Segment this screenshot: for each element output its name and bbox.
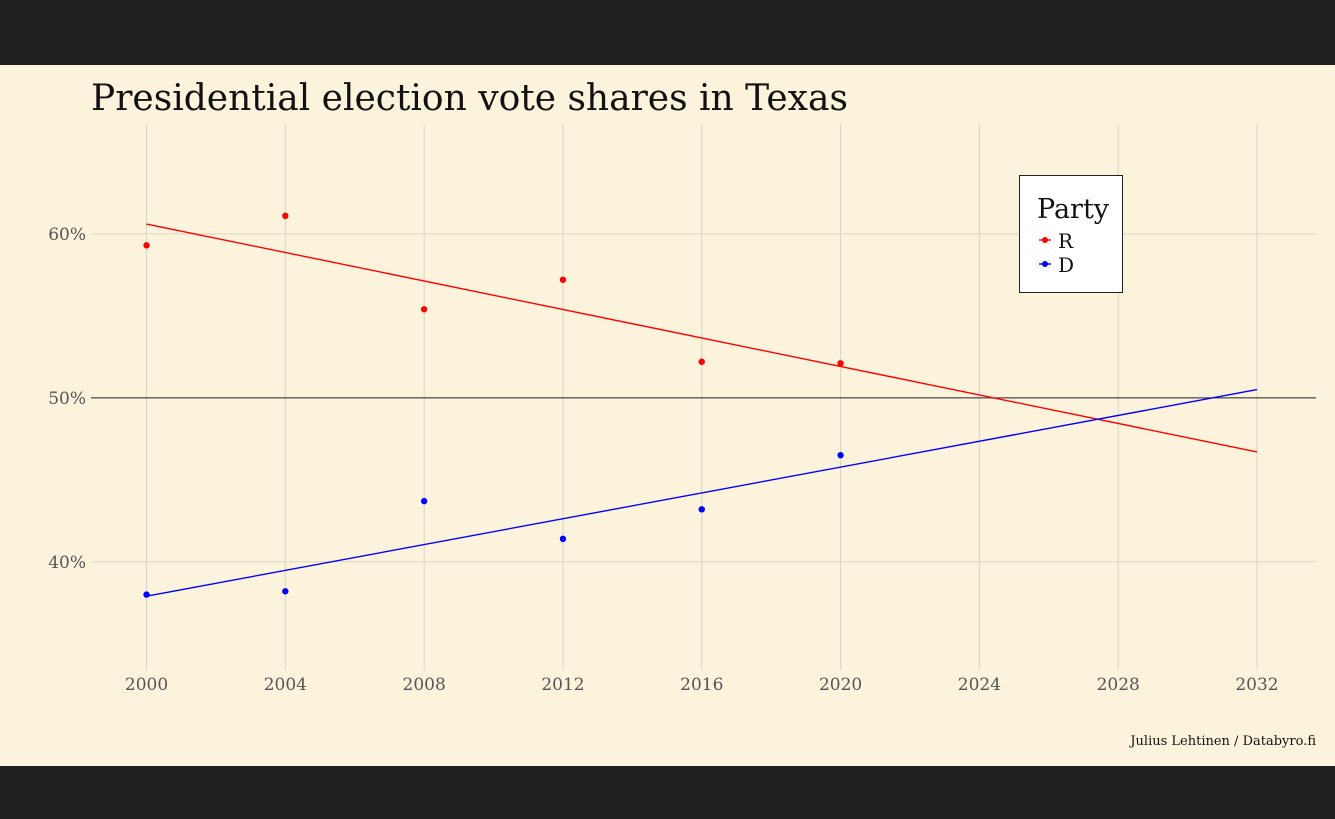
legend-key-point-d <box>1042 261 1048 267</box>
point-d-2004 <box>282 588 289 595</box>
point-d-2000 <box>143 591 150 598</box>
y-tick-label: 50% <box>48 389 86 409</box>
point-r-2020 <box>837 360 844 367</box>
y-tick-label: 60% <box>48 225 86 245</box>
point-d-2012 <box>559 535 567 543</box>
trend-line-d <box>146 388 1258 597</box>
point-r-2004 <box>282 212 289 220</box>
trend-line-r <box>146 223 1258 453</box>
chart-svg: 2000 2004 2008 2012 2016 2020 2024 2028 2032 40%… <box>48 78 1316 749</box>
legend-items: RD <box>1039 229 1074 277</box>
y-tick-labels: 40% 50% 60% <box>48 225 86 573</box>
point-d-2016 <box>698 506 705 513</box>
trend-lines <box>146 223 1258 597</box>
x-tick-label: 2028 <box>1097 675 1140 695</box>
point-r-2016 <box>698 358 705 365</box>
chart-panel: 2000 2004 2008 2012 2016 2020 2024 2028 2032 40%… <box>0 65 1335 766</box>
x-tick-label: 2024 <box>958 675 1001 695</box>
legend-label-r: R <box>1058 229 1074 253</box>
x-tick-label: 2008 <box>403 675 446 695</box>
legend-key-point-r <box>1042 237 1048 243</box>
point-r-2012 <box>559 276 567 283</box>
x-tick-label: 2012 <box>541 675 584 695</box>
point-d-2008 <box>420 497 428 505</box>
legend: Party RD <box>1019 175 1123 293</box>
point-r-2008 <box>420 306 428 313</box>
x-tick-label: 2004 <box>264 675 307 695</box>
point-r-2000 <box>143 242 150 249</box>
caption: Julius Lehtinen / Databyro.fi <box>1128 734 1316 749</box>
x-tick-label: 2000 <box>125 675 168 695</box>
x-tick-label: 2032 <box>1235 675 1278 695</box>
x-tick-label: 2020 <box>819 675 862 695</box>
legend-title: Party <box>1037 194 1110 225</box>
legend-box <box>1019 175 1123 293</box>
x-tick-labels: 2000 2004 2008 2012 2016 2020 2024 2028 2032 <box>125 675 1279 695</box>
y-tick-label: 40% <box>48 553 86 573</box>
data-points <box>143 212 844 598</box>
legend-label-d: D <box>1058 253 1074 277</box>
chart-title: Presidential election vote shares in Tex… <box>91 78 848 119</box>
point-d-2020 <box>837 452 844 459</box>
x-tick-label: 2016 <box>680 675 723 695</box>
